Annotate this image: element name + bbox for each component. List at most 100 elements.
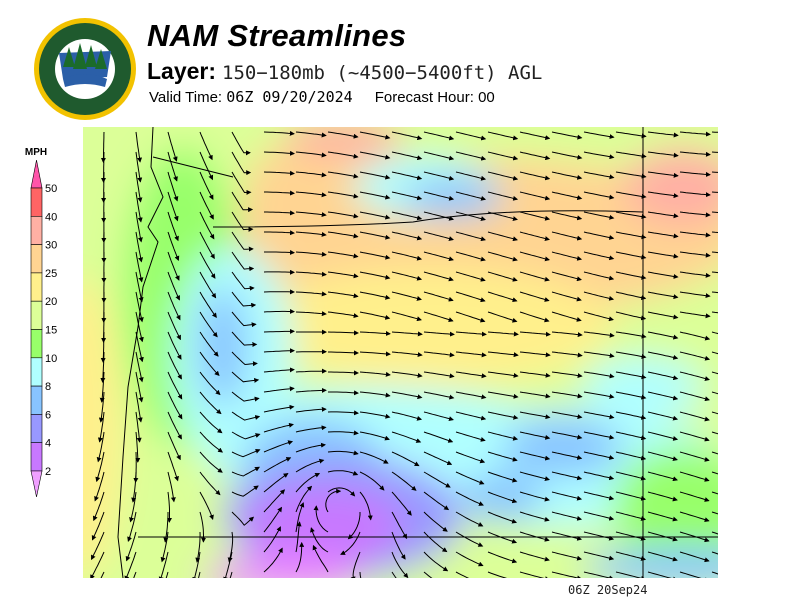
streamline — [359, 411, 391, 419]
streamline — [423, 531, 448, 553]
streamline — [198, 571, 201, 578]
streamline — [327, 171, 359, 179]
colorbar-label: 20 — [45, 296, 57, 308]
streamline — [359, 391, 391, 398]
streamline — [551, 171, 583, 180]
streamline — [679, 571, 710, 578]
streamline — [679, 291, 711, 299]
streamline — [231, 511, 255, 526]
streamline — [231, 251, 255, 272]
streamline — [583, 151, 615, 160]
streamline — [487, 351, 519, 358]
streamline — [487, 491, 518, 504]
streamline — [647, 551, 678, 562]
streamline — [359, 331, 391, 337]
streamline — [231, 151, 252, 176]
streamline — [231, 391, 260, 402]
streamline — [455, 211, 486, 221]
streamline — [263, 506, 283, 533]
streamline — [711, 431, 718, 435]
streamline — [583, 291, 615, 301]
streamline — [519, 551, 550, 562]
streamline — [519, 191, 551, 201]
streamline — [295, 271, 327, 277]
streamline — [263, 489, 286, 513]
streamline — [327, 131, 359, 139]
streamline — [583, 511, 615, 521]
streamline — [615, 571, 647, 578]
streamline — [340, 531, 361, 555]
streamline — [519, 151, 551, 161]
streamline — [98, 391, 105, 423]
streamline — [199, 311, 218, 338]
forecast-label: Forecast Hour: — [374, 89, 474, 106]
streamline — [263, 328, 295, 334]
streamline — [391, 251, 423, 261]
streamline — [135, 331, 144, 363]
streamline — [199, 151, 214, 181]
valid-time: Valid Time: 06Z 09/20/2024 Forecast Hour:… — [149, 88, 495, 106]
streamline — [615, 311, 647, 321]
streamline — [350, 551, 361, 578]
streamline — [199, 511, 207, 543]
streamline — [167, 311, 181, 341]
streamline — [97, 411, 105, 443]
streamline — [583, 391, 615, 399]
state-border — [212, 210, 644, 228]
streamline — [455, 331, 487, 337]
streamline — [167, 131, 178, 162]
streamline — [487, 571, 518, 578]
streamline — [487, 431, 519, 441]
streamline — [519, 251, 550, 262]
streamline — [615, 531, 646, 541]
streamline — [615, 371, 647, 380]
streamline — [391, 371, 423, 378]
streamline — [615, 291, 647, 301]
streamline — [199, 291, 217, 319]
streamline — [347, 512, 361, 540]
streamline — [711, 291, 718, 294]
streamline — [359, 471, 385, 491]
streamline — [455, 291, 486, 303]
streamline — [391, 331, 423, 337]
streamline — [295, 387, 327, 393]
streamline — [167, 211, 179, 242]
wind-speed-region — [198, 287, 248, 407]
forecast-value: 00 — [478, 89, 495, 106]
streamline — [327, 251, 359, 259]
streamline — [359, 431, 390, 441]
streamline — [199, 131, 213, 161]
streamline — [94, 471, 105, 502]
streamline — [135, 251, 144, 283]
streamline — [264, 230, 295, 236]
streamline — [135, 131, 143, 163]
streamline — [129, 491, 137, 523]
streamline — [264, 249, 295, 255]
streamline — [264, 190, 295, 196]
streamline — [327, 430, 359, 436]
streamline — [100, 351, 106, 383]
streamline — [519, 531, 550, 542]
streamline — [487, 331, 519, 337]
streamline — [199, 251, 216, 279]
streamline — [163, 512, 169, 543]
streamline — [327, 470, 359, 476]
streamline — [487, 271, 518, 282]
streamline — [359, 291, 391, 300]
streamline — [231, 171, 252, 195]
streamline — [327, 291, 359, 299]
streamline — [615, 351, 647, 359]
streamline — [615, 131, 647, 139]
streamline — [327, 311, 359, 319]
streamline — [647, 431, 679, 441]
streamline — [519, 171, 551, 181]
streamline — [487, 371, 519, 378]
streamline — [160, 531, 169, 563]
colorbar-under-triangle — [30, 470, 43, 498]
colorbar-segment — [30, 414, 43, 443]
streamline — [263, 404, 295, 413]
streamline-map — [83, 127, 718, 578]
streamline — [711, 391, 718, 395]
wind-speed-region — [623, 147, 718, 227]
streamline — [391, 511, 408, 540]
